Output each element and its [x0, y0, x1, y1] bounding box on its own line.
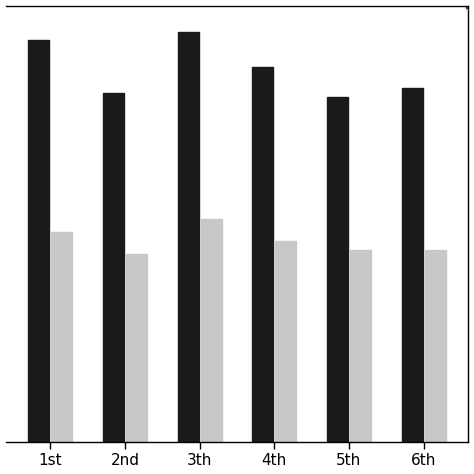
Bar: [103, 93, 124, 442]
Legend: , : ,: [465, 6, 468, 10]
Bar: [126, 254, 147, 442]
Bar: [350, 250, 371, 442]
Bar: [252, 67, 273, 442]
Bar: [28, 40, 49, 442]
Bar: [275, 241, 296, 442]
Bar: [178, 32, 199, 442]
Bar: [401, 89, 422, 442]
Bar: [327, 97, 348, 442]
Bar: [52, 232, 73, 442]
Bar: [425, 250, 446, 442]
Bar: [201, 219, 222, 442]
